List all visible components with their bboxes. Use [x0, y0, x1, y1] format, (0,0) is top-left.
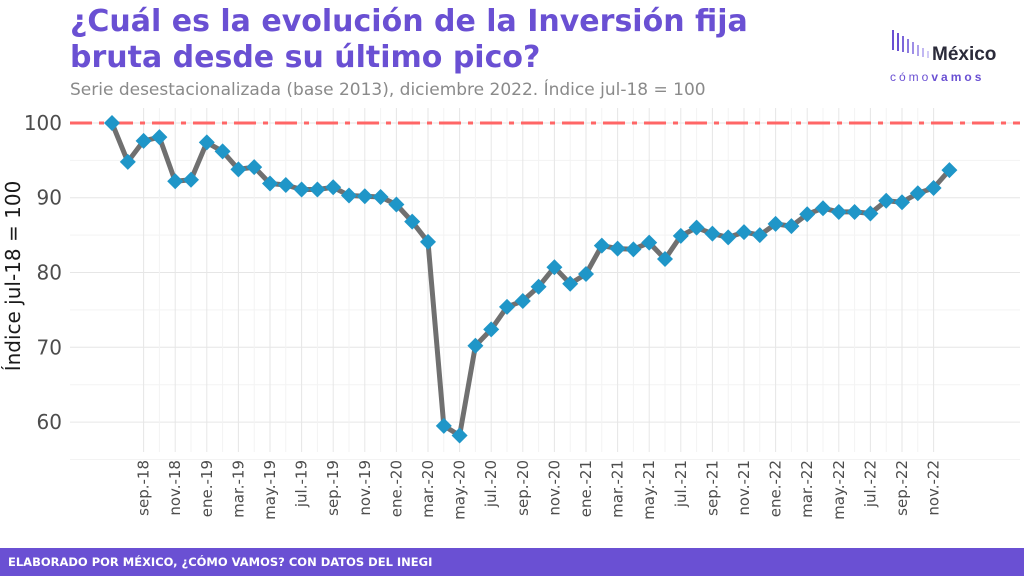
- data-point: [198, 134, 215, 151]
- data-point: [862, 205, 879, 222]
- data-point: [799, 206, 816, 223]
- x-tick-label: may.-21: [640, 460, 658, 520]
- line-chart: 60 70 80 90 100 sep.-18 nov.-18 ene.-19 mar.-19…: [1, 108, 1020, 520]
- data-point: [499, 298, 515, 315]
- x-tick-label: nov.-19: [356, 460, 374, 516]
- data-point: [467, 337, 484, 354]
- y-tick-label: 100: [24, 111, 62, 135]
- series-markers: [104, 114, 958, 444]
- x-tick-label: ene.-19: [198, 460, 216, 517]
- data-point: [356, 188, 373, 205]
- x-tick-label: ene.-22: [767, 460, 785, 517]
- data-point: [688, 219, 705, 236]
- grid-lines: [70, 108, 1020, 460]
- data-point: [341, 187, 357, 204]
- data-point: [578, 266, 594, 283]
- logo-word: México: [932, 44, 997, 65]
- data-point: [420, 233, 436, 250]
- x-tick-label: ene.-20: [387, 460, 405, 517]
- logo-bars-icon: [892, 30, 929, 58]
- y-axis-ticks: 60 70 80 90 100: [24, 111, 62, 434]
- x-tick-label: jul.-22: [861, 460, 879, 508]
- x-tick-label: sep.-18: [135, 460, 153, 516]
- data-point: [246, 159, 263, 176]
- y-tick-label: 80: [37, 261, 62, 285]
- data-point: [167, 173, 184, 190]
- footer-bar: ELABORADO POR MÉXICO, ¿CÓMO VAMOS? CON D…: [0, 548, 1024, 576]
- data-point: [135, 132, 152, 149]
- data-point: [704, 225, 721, 242]
- x-tick-label: sep.-21: [703, 460, 721, 516]
- data-point: [451, 427, 468, 444]
- data-point: [404, 213, 421, 230]
- data-point: [325, 179, 342, 196]
- data-point: [309, 181, 326, 198]
- footer-source: ELABORADO POR MÉXICO, ¿CÓMO VAMOS? CON D…: [8, 555, 433, 569]
- data-point: [183, 171, 199, 188]
- data-point: [262, 175, 278, 192]
- x-tick-label: ene.-21: [577, 460, 595, 517]
- x-tick-label: sep.-19: [324, 460, 342, 516]
- y-tick-label: 60: [37, 410, 62, 434]
- data-point: [514, 292, 531, 309]
- y-tick-label: 90: [37, 186, 62, 210]
- data-point: [783, 218, 800, 235]
- x-tick-label: nov.-18: [166, 460, 184, 516]
- mexico-como-vamos-logo: México cómovamos: [890, 20, 1020, 90]
- x-tick-label: sep.-20: [514, 460, 532, 516]
- y-axis-label: Índice jul-18 = 100: [1, 181, 25, 372]
- data-point: [104, 114, 120, 131]
- data-point: [815, 200, 831, 217]
- x-tick-label: nov.-22: [925, 460, 943, 516]
- data-point: [894, 194, 910, 211]
- x-tick-label: sep.-22: [893, 460, 911, 516]
- data-point: [767, 215, 784, 232]
- data-point: [151, 129, 168, 146]
- data-point: [372, 188, 389, 205]
- x-tick-label: mar.-21: [609, 460, 627, 518]
- data-point: [593, 237, 610, 254]
- x-tick-label: mar.-19: [229, 460, 247, 518]
- data-point: [909, 185, 926, 202]
- data-point: [846, 203, 863, 220]
- data-point: [941, 162, 958, 179]
- data-point: [119, 153, 136, 170]
- data-point: [435, 417, 452, 434]
- x-tick-label: jul.-21: [672, 460, 690, 508]
- logo-subtitle: cómovamos: [890, 70, 985, 84]
- x-tick-label: mar.-20: [419, 460, 437, 518]
- chart-title: ¿Cuál es la evolución de la Inversión fi…: [70, 4, 748, 75]
- data-point: [609, 240, 626, 257]
- data-point: [562, 275, 579, 292]
- data-point: [736, 224, 752, 241]
- x-tick-label: nov.-21: [735, 460, 753, 516]
- x-tick-label: jul.-20: [482, 460, 500, 508]
- data-point: [751, 227, 768, 244]
- x-tick-label: may.-20: [451, 460, 469, 520]
- data-point: [720, 229, 737, 246]
- x-tick-label: mar.-22: [798, 460, 816, 518]
- x-tick-label: jul.-19: [293, 460, 311, 508]
- x-axis-ticks: sep.-18 nov.-18 ene.-19 mar.-19 may.-19 jul.-…: [135, 460, 943, 520]
- data-point: [293, 181, 310, 198]
- data-point: [641, 234, 658, 251]
- data-point: [672, 227, 689, 244]
- y-tick-label: 70: [37, 335, 62, 359]
- data-point: [214, 143, 231, 160]
- data-point: [388, 196, 405, 213]
- x-tick-label: may.-22: [830, 460, 848, 520]
- data-point: [878, 192, 895, 209]
- data-point: [530, 278, 547, 295]
- data-point: [625, 241, 642, 258]
- x-tick-label: nov.-20: [545, 460, 563, 516]
- data-point: [546, 259, 563, 276]
- data-point: [830, 203, 847, 220]
- x-tick-label: may.-19: [261, 460, 279, 520]
- data-point: [230, 161, 247, 178]
- data-point: [925, 180, 942, 197]
- data-point: [277, 177, 294, 194]
- data-point: [657, 251, 673, 268]
- chart-subtitle: Serie desestacionalizada (base 2013), di…: [70, 80, 706, 100]
- data-point: [483, 321, 500, 338]
